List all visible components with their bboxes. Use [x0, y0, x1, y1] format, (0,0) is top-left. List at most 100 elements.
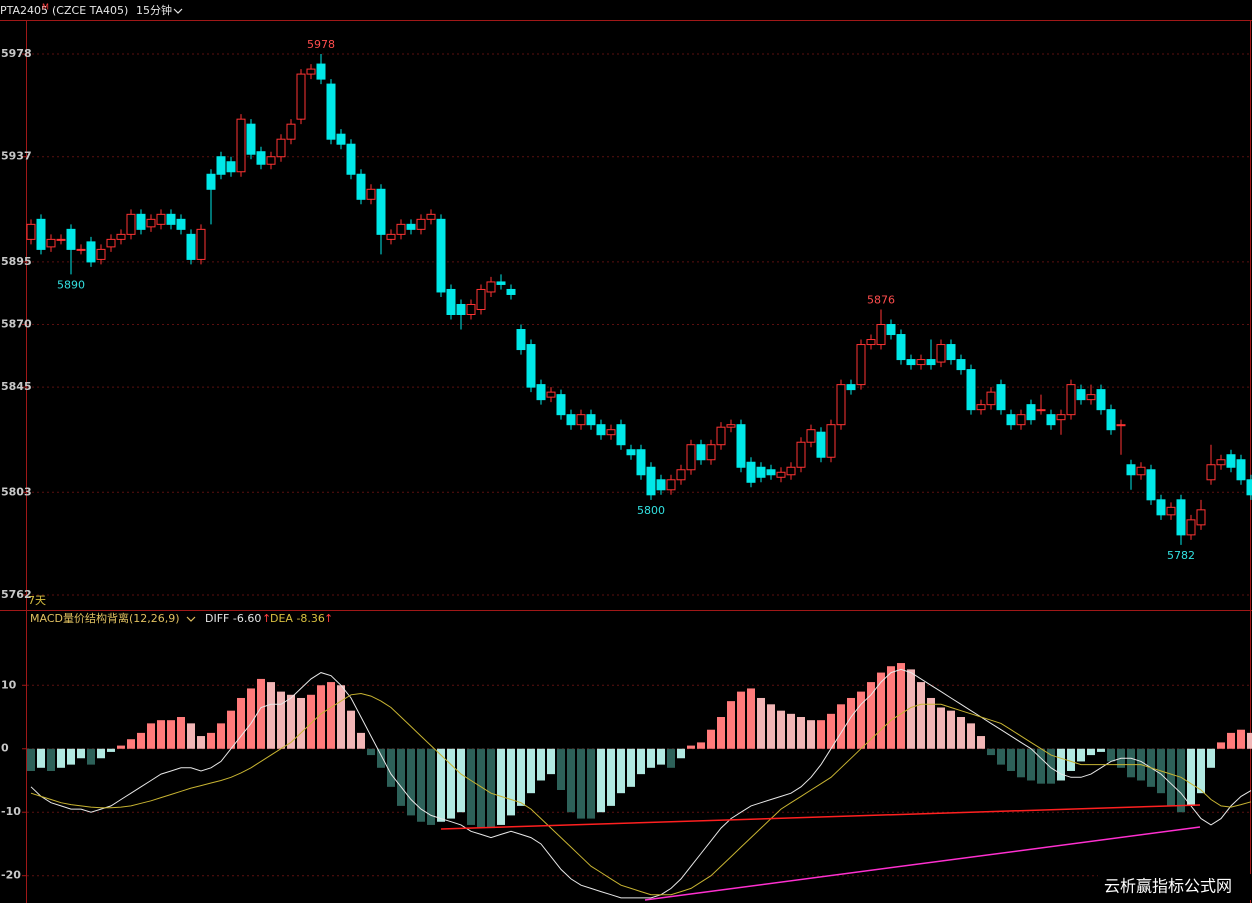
macd-bar [1097, 748, 1105, 752]
candle-body [156, 213, 166, 225]
macd-bar [867, 682, 875, 749]
candle-body [636, 449, 646, 476]
candle-body [866, 339, 876, 346]
macd-bar [397, 748, 405, 806]
macd-bar [1217, 742, 1225, 749]
macd-line [30, 668, 1252, 899]
candle-body [326, 83, 336, 140]
diff-value: DIFF -6.60 [205, 612, 261, 625]
macd-bar [597, 748, 605, 813]
macd-bar [1047, 748, 1055, 784]
macd-bar [257, 678, 265, 749]
candle-body [1036, 409, 1046, 412]
macd-bar [527, 748, 535, 794]
macd-line [30, 692, 1252, 896]
candle-body [906, 359, 916, 366]
macd-bar [507, 748, 515, 816]
macd-bar [347, 710, 355, 749]
macd-bar [297, 697, 305, 749]
candle-body [536, 384, 546, 401]
macd-bar [737, 691, 745, 749]
diff-arrow: ↑ [262, 612, 271, 625]
macd-bar [1077, 748, 1085, 762]
candle-body [396, 223, 406, 235]
candle-body [406, 223, 416, 230]
period-dropdown[interactable] [173, 8, 183, 14]
macd-bar [647, 748, 655, 768]
candle-body [1086, 394, 1096, 401]
macd-bar [577, 748, 585, 819]
macd-bar [1087, 748, 1095, 756]
macd-bar [77, 748, 85, 759]
macd-bar [817, 720, 825, 749]
candle-body [206, 173, 216, 190]
macd-bar [207, 732, 215, 749]
candle-body [526, 344, 536, 388]
macd-bar [567, 748, 575, 813]
macd-bar [307, 694, 315, 749]
macd-bar [157, 720, 165, 749]
candle-body [506, 288, 516, 295]
candle-body [246, 123, 256, 155]
candle-body [1076, 389, 1086, 401]
macd-bar [557, 748, 565, 791]
macd-bar [427, 748, 435, 825]
macd-bar [147, 723, 155, 749]
candle-body [226, 161, 236, 173]
candle-body [736, 424, 746, 468]
macd-bar [907, 669, 915, 749]
indicator-title[interactable]: MACD量价结构背离(12,26,9) [30, 611, 180, 625]
macd-bar [697, 742, 705, 749]
macd-bar [1167, 748, 1175, 806]
macd-bar [747, 688, 755, 749]
candle-body [56, 238, 66, 241]
candle-body [466, 303, 476, 315]
macd-bar [27, 748, 35, 771]
candle-body [716, 426, 726, 446]
y-tick-label: 10 [1, 678, 17, 691]
macd-bar [407, 748, 415, 816]
macd-bar [617, 748, 625, 794]
dea-value: DEA -8.36 [270, 612, 325, 625]
macd-bar [1017, 748, 1025, 778]
period[interactable]: 15分钟 [136, 3, 172, 17]
candle-body [176, 218, 186, 230]
macd-bar [897, 663, 905, 749]
macd-bar [987, 748, 995, 756]
candle-body [36, 218, 46, 250]
low-label: 5890 [57, 278, 85, 291]
candle-body [216, 156, 226, 175]
macd-bar [777, 710, 785, 749]
high-label: 5876 [867, 293, 895, 306]
candle-body [366, 188, 376, 200]
candle-body [1056, 414, 1066, 421]
candle-body [256, 151, 266, 165]
candle-body [696, 444, 706, 461]
candle-body [1126, 464, 1136, 476]
candle-body [1066, 384, 1076, 416]
candle-body [566, 414, 576, 426]
candle-body [706, 444, 716, 461]
macd-bar [377, 748, 385, 768]
candle-body [746, 461, 756, 483]
y-tick-label: -10 [1, 805, 21, 818]
macd-bar [757, 697, 765, 749]
symbol-marker: M [42, 3, 49, 12]
macd-bar [1027, 748, 1035, 781]
macd-bar [727, 701, 735, 749]
candle-body [426, 213, 436, 220]
indicator-dropdown[interactable] [186, 616, 196, 622]
candle-body [1106, 409, 1116, 431]
macd-bar [767, 704, 775, 749]
macd-bar [677, 748, 685, 759]
span-label: 7天 [28, 594, 46, 607]
candle-body [1166, 506, 1176, 516]
candle-body [816, 431, 826, 458]
candle-body [886, 324, 896, 336]
macd-bar [947, 710, 955, 749]
candle-body [896, 334, 906, 361]
macd-bar [497, 748, 505, 825]
macd-bar [67, 748, 75, 765]
